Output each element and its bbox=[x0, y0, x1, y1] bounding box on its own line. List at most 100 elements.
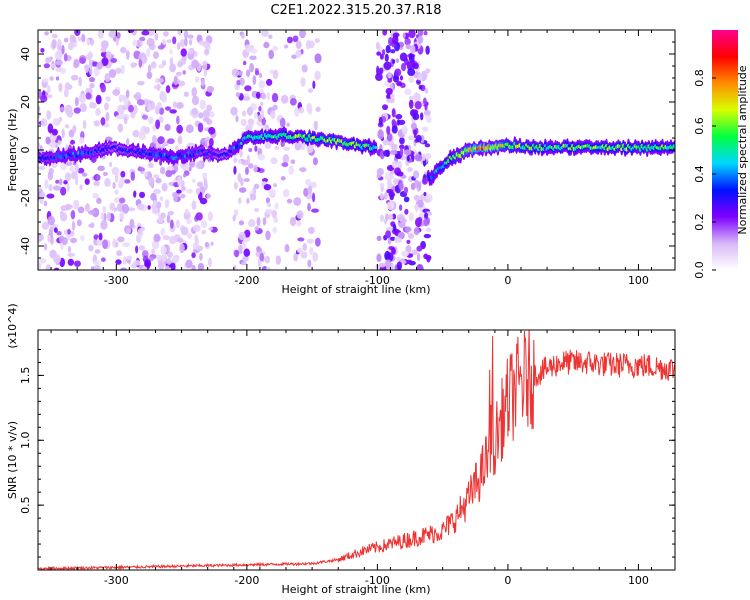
spectrogram-speckle-0-534 bbox=[109, 202, 116, 211]
spectrogram-speckle-1-100 bbox=[253, 164, 258, 173]
spectrogram-speckle-0-445 bbox=[64, 82, 71, 91]
spectrogram-speckle-2-9 bbox=[274, 202, 279, 210]
spectrogram-speckle-0-68 bbox=[88, 244, 94, 252]
spectrogram-speckle-0-377 bbox=[160, 227, 165, 236]
spectrogram-speckle-3-132 bbox=[384, 250, 391, 261]
spectrogram-speckle-1-115 bbox=[246, 106, 253, 116]
spectrogram-speckle-0-110 bbox=[191, 87, 198, 97]
y-tick-label: 0.5 bbox=[19, 496, 32, 514]
spectrogram-speckle-0-516 bbox=[125, 49, 130, 60]
spectrogram-speckle-3-173 bbox=[401, 125, 408, 136]
spectrogram-speckle-3-31 bbox=[404, 37, 411, 46]
spectrogram-speckle-1-114 bbox=[244, 44, 252, 53]
chart-title: C2E1.2022.315.20.37.R18 bbox=[270, 3, 441, 18]
spectrogram-speckle-0-201 bbox=[179, 39, 186, 48]
spectrogram-speckle-2-94 bbox=[314, 237, 321, 247]
spectrogram-speckle-3-36 bbox=[411, 249, 418, 256]
spectrogram-speckle-1-110 bbox=[243, 248, 251, 257]
spectrogram-speckle-2-78 bbox=[289, 216, 297, 227]
spectrogram-speckle-3-238 bbox=[390, 93, 395, 99]
spectrogram-speckle-2-51 bbox=[303, 188, 309, 197]
spectrogram-speckle-0-415 bbox=[92, 192, 99, 199]
spectrogram-speckle-2-90 bbox=[305, 178, 311, 186]
spectrogram-speckle-0-392 bbox=[110, 57, 118, 63]
spectrogram-speckle-0-413 bbox=[192, 224, 201, 232]
spectrogram-speckle-0-47 bbox=[147, 116, 154, 125]
spectrogram-speckle-3-110 bbox=[405, 44, 412, 50]
x-tick-label: -200 bbox=[234, 274, 259, 287]
spectrogram-speckle-0-325 bbox=[93, 120, 100, 127]
spectrogram-x-axis-label: Height of straight line (km) bbox=[281, 283, 430, 296]
spectrogram-speckle-0-657 bbox=[159, 196, 164, 202]
spectrogram-speckle-0-648 bbox=[70, 74, 79, 81]
spectrogram-speckle-1-24 bbox=[232, 214, 236, 222]
spectrogram-speckle-1-120 bbox=[252, 74, 257, 85]
spectrogram-speckle-3-223 bbox=[418, 181, 422, 191]
spectrogram-speckle-0-86 bbox=[88, 77, 96, 83]
spectrogram-speckle-0-612 bbox=[133, 190, 137, 198]
spectrogram-speckle-0-401 bbox=[117, 236, 125, 243]
spectrogram-speckle-2-107 bbox=[268, 188, 276, 197]
spectrogram-speckle-0-229 bbox=[158, 107, 165, 115]
spectrogram-speckle-0-589 bbox=[79, 57, 86, 64]
spectrogram-speckle-2-52 bbox=[300, 77, 306, 87]
spectrogram-speckle-0-495 bbox=[148, 176, 155, 187]
spectrogram-speckle-2-84 bbox=[306, 144, 314, 154]
spectrogram-speckle-3-239 bbox=[425, 227, 432, 232]
spectrogram-speckle-2-100 bbox=[286, 198, 293, 204]
spectrogram-speckle-0-277 bbox=[53, 267, 60, 270]
spectrogram-speckle-2-50 bbox=[309, 246, 314, 256]
spectrogram-speckle-2-53 bbox=[264, 124, 270, 131]
spectrogram-speckle-0-618 bbox=[71, 221, 76, 231]
spectrogram-speckle-1-42 bbox=[243, 178, 250, 183]
spectrogram-speckle-0-49 bbox=[76, 219, 82, 227]
spectrogram-speckle-0-634 bbox=[74, 163, 79, 173]
spectrogram-speckle-3-257 bbox=[392, 223, 397, 232]
spectrogram-speckle-2-2 bbox=[286, 36, 293, 44]
spectrogram-speckle-3-118 bbox=[423, 233, 432, 239]
spectrogram-speckle-0-484 bbox=[88, 59, 93, 70]
spectrogram-speckle-3-255 bbox=[386, 125, 391, 135]
spectrogram-speckle-2-72 bbox=[307, 259, 312, 268]
spectrogram-speckle-3-139 bbox=[416, 245, 423, 252]
spectrogram-speckle-0-592 bbox=[176, 115, 180, 125]
spectrogram-speckle-0-553 bbox=[48, 142, 56, 149]
spectrogram-speckle-3-299 bbox=[404, 226, 412, 233]
spectrogram-speckle-0-194 bbox=[77, 167, 85, 174]
spectrogram-speckle-0-380 bbox=[114, 173, 119, 184]
spectrogram-speckle-0-480 bbox=[64, 172, 72, 182]
spectrogram-speckle-3-313 bbox=[423, 253, 429, 260]
spectrogram-speckle-1-30 bbox=[230, 106, 238, 116]
spectrogram-speckle-0-356 bbox=[169, 48, 173, 55]
spectrogram-speckle-0-554 bbox=[96, 61, 104, 70]
spectrogram-speckle-2-95 bbox=[272, 104, 278, 111]
spectrogram-speckle-3-225 bbox=[417, 30, 424, 37]
spectrogram-speckle-3-28 bbox=[404, 208, 409, 215]
spectrogram-speckle-3-307 bbox=[395, 114, 403, 120]
spectrogram-speckle-0-483 bbox=[188, 47, 194, 55]
spectrogram-speckle-3-268 bbox=[407, 167, 413, 173]
spectrogram-speckle-0-337 bbox=[166, 258, 172, 265]
y-tick-label: 0 bbox=[19, 147, 32, 154]
spectrogram-speckle-0-384 bbox=[161, 60, 167, 67]
spectrogram-speckle-0-276 bbox=[93, 264, 101, 270]
spectrogram-speckle-0-577 bbox=[64, 124, 70, 129]
spectrogram-speckle-0-228 bbox=[120, 267, 128, 270]
spectrogram-speckle-3-142 bbox=[377, 129, 384, 140]
spectrogram-speckle-3-181 bbox=[414, 101, 422, 110]
spectrogram-speckle-0-543 bbox=[108, 68, 117, 78]
spectrogram-speckle-0-532 bbox=[140, 56, 147, 62]
spectrogram-speckle-0-266 bbox=[188, 160, 196, 168]
spectrogram-speckle-0-454 bbox=[202, 40, 211, 49]
spectrogram-speckle-0-644 bbox=[47, 234, 51, 243]
spectrogram-speckle-0-621 bbox=[184, 37, 188, 47]
spectrogram-speckle-0-614 bbox=[169, 219, 174, 229]
spectrogram-speckle-0-417 bbox=[200, 220, 208, 229]
spectrogram-speckle-2-85 bbox=[296, 210, 304, 219]
spectrogram-speckle-0-567 bbox=[161, 92, 167, 103]
spectrogram-speckle-3-316 bbox=[410, 44, 416, 55]
spectrogram-speckle-0-545 bbox=[70, 210, 76, 220]
spectrogram-speckle-3-274 bbox=[393, 178, 399, 185]
spectrogram-speckle-0-317 bbox=[52, 185, 61, 191]
